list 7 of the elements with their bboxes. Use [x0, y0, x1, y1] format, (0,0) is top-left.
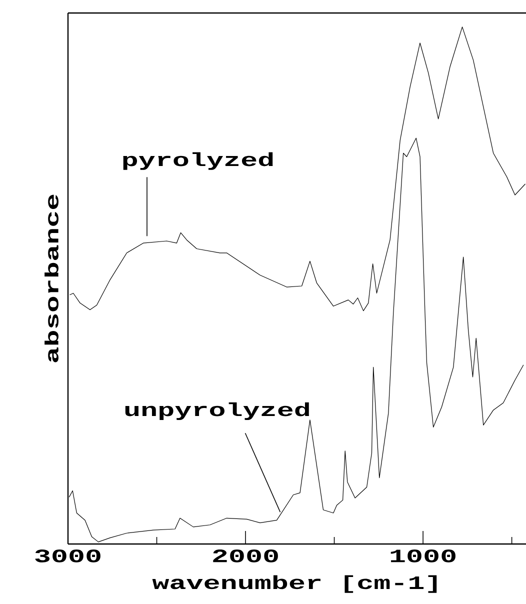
x-tick-label: 3000: [35, 550, 100, 562]
x-tick-label: 1000: [390, 550, 456, 562]
y-axis-title: absorbance: [44, 194, 58, 362]
annotation: pyrolyzed: [123, 152, 273, 170]
annotation: unpyrolyzed: [125, 402, 309, 420]
x-tick-label: 2000: [213, 550, 278, 562]
x-axis-title: wavenumber [cm-1]: [152, 575, 437, 593]
